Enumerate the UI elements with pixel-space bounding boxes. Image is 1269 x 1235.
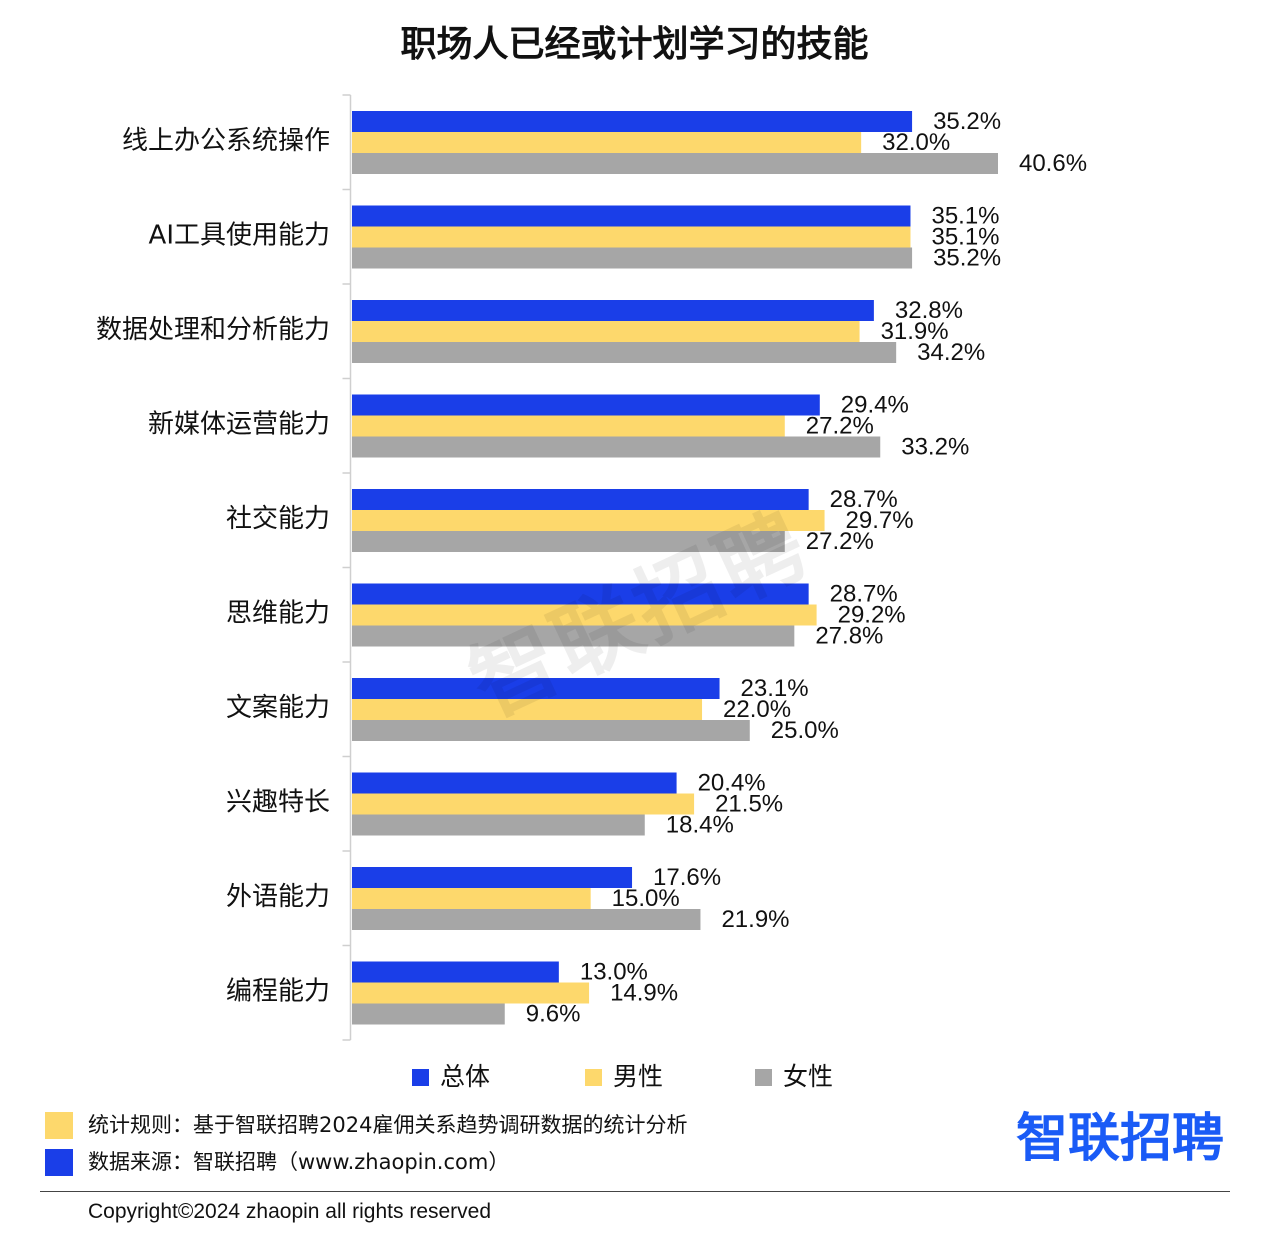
bar-series-3 (352, 531, 785, 552)
bar-series-2 (352, 793, 695, 815)
source-note-swatch (45, 1149, 73, 1176)
legend-label-series-3: 女性 (783, 1062, 834, 1091)
value-label-series-2: 21.5% (715, 791, 783, 818)
bar-series-2 (352, 982, 590, 1004)
source-note-text: 数据来源：智联招聘（www.zhaopin.com） (88, 1150, 510, 1174)
bar-series-1 (352, 489, 809, 510)
skills-bar-chart: 35.2%32.0%40.6%线上办公系统操作35.1%35.1%35.2%AI… (96, 94, 1087, 1041)
value-label-series-3: 33.2% (901, 434, 969, 461)
bar-series-3 (352, 814, 645, 836)
value-label-series-3: 25.0% (771, 717, 839, 744)
category-label: 兴趣特长 (226, 788, 330, 818)
bar-series-1 (352, 300, 874, 321)
value-label-series-1: 23.1% (741, 675, 809, 702)
footer-divider (40, 1191, 1230, 1192)
value-label-series-3: 34.2% (917, 339, 985, 366)
bar-series-2 (352, 699, 703, 720)
legend-swatch-series-1 (412, 1068, 429, 1086)
category-label: 数据处理和分析能力 (96, 315, 330, 345)
bar-series-1 (352, 961, 559, 983)
value-label-series-2: 31.9% (881, 318, 949, 345)
value-label-series-1: 29.4% (841, 392, 909, 419)
bar-series-3 (352, 720, 750, 741)
legend-label-series-1: 总体 (440, 1062, 491, 1091)
bar-series-1 (352, 394, 820, 416)
bar-series-1 (352, 867, 633, 888)
source-note: 数据来源：智联招聘（www.zhaopin.com） (45, 1149, 509, 1176)
value-label-series-1: 13.0% (580, 959, 648, 986)
value-label-series-3: 27.8% (815, 623, 883, 650)
legend-item-series-2: 男性 (585, 1060, 663, 1094)
value-label-series-1: 17.6% (653, 864, 721, 891)
legend-swatch-series-2 (585, 1068, 602, 1086)
bar-series-2 (352, 888, 591, 909)
bar-series-2 (352, 321, 860, 342)
copyright-text: Copyright©2024 zhaopin all rights reserv… (88, 1200, 492, 1223)
category-label: 新媒体运营能力 (148, 410, 330, 440)
value-label-series-2: 32.0% (882, 129, 950, 156)
bar-series-1 (352, 678, 720, 699)
chart-title: 职场人已经或计划学习的技能 (400, 24, 869, 65)
bar-series-2 (352, 226, 911, 248)
value-label-series-1: 35.2% (933, 108, 1001, 135)
value-label-series-3: 27.2% (806, 528, 874, 555)
bar-series-2 (352, 415, 785, 437)
value-label-series-2: 29.2% (838, 602, 906, 629)
value-label-series-1: 32.8% (895, 297, 963, 324)
bar-series-1 (352, 205, 911, 227)
bar-series-3 (352, 436, 881, 458)
bar-series-2 (352, 510, 825, 531)
category-label: 外语能力 (226, 882, 330, 912)
legend-item-series-3: 女性 (755, 1060, 833, 1094)
value-label-series-1: 28.7% (830, 581, 898, 608)
bar-series-3 (352, 1003, 505, 1025)
bar-series-3 (352, 625, 795, 647)
bar-series-2 (352, 604, 817, 626)
category-label: 文案能力 (226, 693, 330, 723)
method-note: 统计规则：基于智联招聘2024雇佣关系趋势调研数据的统计分析 (45, 1112, 687, 1139)
value-label-series-2: 35.1% (931, 224, 999, 251)
bar-series-3 (352, 247, 913, 269)
value-label-series-2: 22.0% (723, 696, 791, 723)
value-label-series-3: 9.6% (526, 1001, 581, 1028)
value-label-series-3: 40.6% (1019, 150, 1087, 177)
legend-swatch-series-3 (755, 1068, 772, 1086)
value-label-series-1: 35.1% (931, 203, 999, 230)
value-label-series-2: 27.2% (806, 413, 874, 440)
method-note-text: 统计规则：基于智联招聘2024雇佣关系趋势调研数据的统计分析 (88, 1113, 688, 1137)
bar-series-2 (352, 132, 862, 153)
bar-series-1 (352, 583, 809, 605)
legend-item-series-1: 总体 (412, 1060, 490, 1094)
category-label: 编程能力 (226, 977, 330, 1007)
bar-series-1 (352, 111, 913, 132)
category-label: 思维能力 (226, 599, 330, 629)
value-label-series-2: 29.7% (846, 507, 914, 534)
value-label-series-3: 21.9% (721, 906, 789, 933)
category-label: AI工具使用能力 (149, 221, 330, 251)
bar-series-1 (352, 772, 677, 794)
value-label-series-3: 18.4% (666, 812, 734, 839)
value-label-series-3: 35.2% (933, 245, 1001, 272)
legend-label-series-2: 男性 (613, 1062, 664, 1091)
category-label: 线上办公系统操作 (122, 126, 330, 156)
bar-series-3 (352, 909, 701, 930)
method-note-swatch (45, 1112, 73, 1139)
bar-series-3 (352, 342, 897, 363)
bar-series-3 (352, 153, 998, 174)
category-label: 社交能力 (226, 504, 330, 534)
brand-logo: 智联招聘 (1016, 1109, 1225, 1169)
value-label-series-1: 20.4% (698, 770, 766, 797)
value-label-series-2: 15.0% (612, 885, 680, 912)
value-label-series-2: 14.9% (610, 980, 678, 1007)
chart-legend: 总体 男性 女性 (0, 1060, 1269, 1094)
value-label-series-1: 28.7% (830, 486, 898, 513)
